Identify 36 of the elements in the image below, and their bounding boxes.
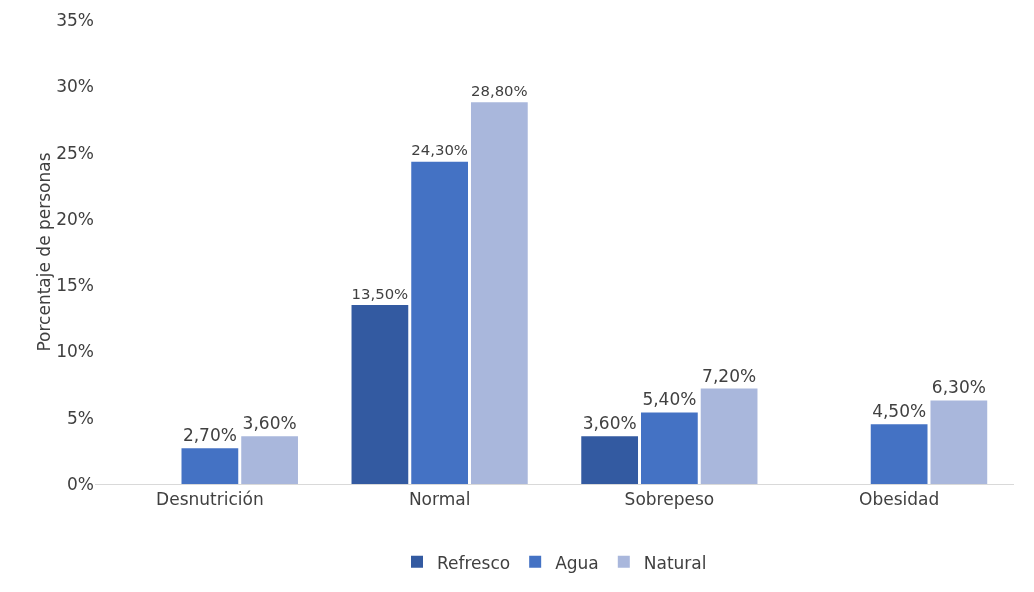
- data-label: 24,30%: [411, 141, 468, 160]
- y-axis-title: Porcentaje de personas: [34, 152, 55, 352]
- data-label: 13,50%: [351, 284, 409, 303]
- legend-label: Agua: [555, 552, 599, 573]
- data-label: 5,40%: [642, 389, 697, 410]
- bar: [351, 305, 409, 484]
- bar: [700, 388, 758, 484]
- bar: [241, 436, 298, 484]
- x-tick-label: Desnutrición: [156, 489, 264, 510]
- bar: [470, 102, 528, 484]
- y-tick-label: 30%: [56, 76, 94, 97]
- data-label: 2,70%: [182, 425, 237, 446]
- y-tick-label: 10%: [56, 341, 94, 362]
- legend-label: Refresco: [437, 552, 511, 573]
- data-label: 3,60%: [242, 413, 297, 434]
- y-tick-label: 35%: [56, 9, 94, 30]
- x-tick-label: Normal: [408, 489, 471, 510]
- bar: [641, 412, 698, 484]
- bar: [930, 400, 988, 484]
- y-tick-label: 0%: [67, 473, 94, 494]
- data-label: 28,80%: [471, 81, 528, 100]
- bar: [581, 436, 639, 484]
- x-tick-label: Obesidad: [859, 489, 940, 510]
- y-tick-label: 25%: [56, 142, 94, 163]
- bar: [411, 161, 468, 484]
- y-tick-label: 15%: [56, 275, 94, 296]
- x-tick-label: Sobrepeso: [624, 489, 715, 510]
- legend-label: Natural: [643, 552, 707, 573]
- bar: [870, 424, 928, 484]
- bar: [181, 448, 239, 484]
- y-tick-label: 20%: [56, 208, 94, 229]
- data-label: 7,20%: [702, 365, 757, 386]
- data-label: 4,50%: [872, 401, 927, 422]
- data-label: 6,30%: [931, 377, 986, 398]
- y-tick-label: 5%: [67, 407, 94, 428]
- data-label: 3,60%: [582, 413, 637, 434]
